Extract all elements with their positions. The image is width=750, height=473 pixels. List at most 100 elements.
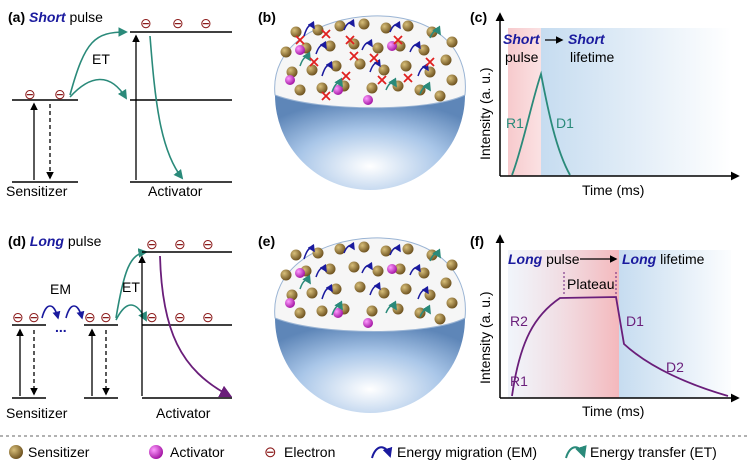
- quench-cross-icon: [425, 57, 435, 67]
- energy-transfer-arrow: [331, 77, 343, 93]
- sensitizer-ion: [366, 82, 378, 94]
- sensitizer-ion: [324, 40, 336, 52]
- sensitizer-ion: [402, 20, 414, 32]
- legend-sensitizer: Sensitizer: [28, 444, 90, 460]
- activator-ion: [285, 75, 295, 85]
- energy-transfer-arrow: [419, 304, 431, 318]
- nanoparticle-sphere: [275, 318, 465, 413]
- sensitizer-ion: [394, 263, 406, 275]
- panel-e-tag: (e): [258, 233, 275, 249]
- sensitizer-label: Sensitizer: [6, 183, 68, 199]
- quench-cross-icon: [341, 71, 351, 81]
- electron-icon: ⊖: [28, 309, 40, 325]
- energy-migration-arrow: [389, 20, 401, 33]
- energy-transfer-arrow: [299, 51, 311, 67]
- sensitizer-ion: [324, 263, 336, 275]
- legend-em: Energy migration (EM): [397, 444, 537, 460]
- sensitizer-ion: [366, 305, 378, 317]
- energy-migration-arrow: [369, 281, 381, 296]
- et-arrow-upper: [69, 27, 128, 96]
- d2-label: D2: [666, 359, 684, 375]
- energy-migration-arrow: [343, 18, 355, 31]
- short-lifetime-emph: Short: [568, 31, 606, 47]
- energy-migration-arrow: [409, 40, 421, 53]
- sensitizer-ion: [330, 60, 342, 72]
- sensitizer-label: Sensitizer: [6, 405, 68, 421]
- sensitizer-ion: [280, 46, 292, 58]
- panel-c: (c) Intensity (a. u.) Time (ms) Short pu…: [470, 9, 740, 198]
- panel-f: (f) Intensity (a. u.) Time (ms) Long pul…: [470, 233, 740, 419]
- quench-cross-icon: [321, 91, 331, 101]
- energy-transfer-icon: [565, 444, 587, 459]
- sensitizer-ion: [400, 283, 412, 295]
- sensitizer-ion: [354, 281, 366, 293]
- energy-migration-arrow: [417, 285, 429, 300]
- et-label: ET: [122, 279, 140, 295]
- energy-migration-arrow: [361, 38, 373, 51]
- ions-b: [280, 18, 458, 105]
- activator-ion: [295, 268, 305, 278]
- sensitizer-ion: [372, 265, 384, 277]
- sensitizer-ion: [446, 36, 458, 48]
- quench-cross-icon: [349, 51, 359, 61]
- electron-icon: ⊖: [100, 309, 112, 325]
- sensitizer-ion: [290, 26, 302, 38]
- electron-icon: ⊖: [174, 236, 186, 252]
- sensitizer-ion: [286, 289, 298, 301]
- electron-icon: ⊖: [54, 86, 66, 102]
- panel-f-tag: (f): [470, 233, 484, 249]
- activator-ion: [285, 298, 295, 308]
- energy-migration-arrow: [361, 261, 373, 274]
- lifetime-region: [619, 250, 731, 398]
- sensitizer-ion: [418, 267, 430, 279]
- sensitizer-ion: [434, 313, 446, 325]
- quench-cross-icon: [369, 53, 379, 63]
- quench-cross-icon: [321, 29, 331, 39]
- activator-decay-arrow: [149, 35, 184, 180]
- sensitizer-ion: [316, 305, 328, 317]
- y-axis-label: Intensity (a. u.): [477, 67, 493, 160]
- sensitizer-ion: [440, 54, 452, 66]
- sensitizer-ion: [294, 84, 306, 96]
- energy-transfer-arrow: [429, 248, 441, 262]
- d1-label: D1: [556, 115, 574, 131]
- electron-icon: ⊖: [146, 236, 158, 252]
- long-curve: [511, 296, 729, 397]
- legend-electron: Electron: [284, 444, 335, 460]
- energy-migration-arrow: [303, 20, 315, 37]
- sensitizer-ion: [306, 64, 318, 76]
- nanoparticle-sphere: [275, 95, 465, 190]
- long-pulse-text: Long pulse: [508, 251, 580, 267]
- sensitizer-ion: [334, 20, 346, 32]
- legend-activator: Activator: [170, 444, 225, 460]
- quench-cross-icon: [403, 73, 413, 83]
- sensitizer-ion: [348, 261, 360, 273]
- energy-migration-arrow: [369, 58, 381, 73]
- energy-migration-arrow: [315, 263, 327, 278]
- r2-label: R2: [510, 313, 528, 329]
- quench-cross-icon: [393, 35, 403, 45]
- legend: Sensitizer Activator ⊖ Electron Energy m…: [9, 444, 717, 461]
- sensitizer-ion: [446, 74, 458, 86]
- energy-migration-arrow: [417, 62, 429, 77]
- short-pulse-text: pulse: [505, 49, 539, 65]
- energy-transfer-arrow: [429, 25, 441, 39]
- sensitizer-ion: [426, 26, 438, 38]
- energy-migration-arrow: [321, 283, 333, 300]
- sensitizer-ion: [358, 18, 370, 30]
- quench-cross-icon: [377, 75, 387, 85]
- x-axis-label: Time (ms): [582, 403, 644, 419]
- activator-label: Activator: [148, 183, 203, 199]
- r1-label: R1: [506, 115, 524, 131]
- sensitizer-ion: [392, 303, 404, 315]
- sensitizer-ion: [280, 269, 292, 281]
- panel-a: (a) Short pulse ⊖ ⊖ Sensitizer ET ⊖ ⊖ ⊖ …: [6, 9, 232, 199]
- energy-migration-arrow: [343, 241, 355, 254]
- electron-icon: ⊖: [146, 309, 158, 325]
- sensitizer-ball-icon: [9, 445, 23, 459]
- activator-ball-icon: [149, 445, 163, 459]
- sensitizer-ion: [446, 259, 458, 271]
- electron-icon: ⊖: [24, 86, 36, 102]
- sensitizer-ion: [358, 241, 370, 253]
- sensitizer-ion: [402, 243, 414, 255]
